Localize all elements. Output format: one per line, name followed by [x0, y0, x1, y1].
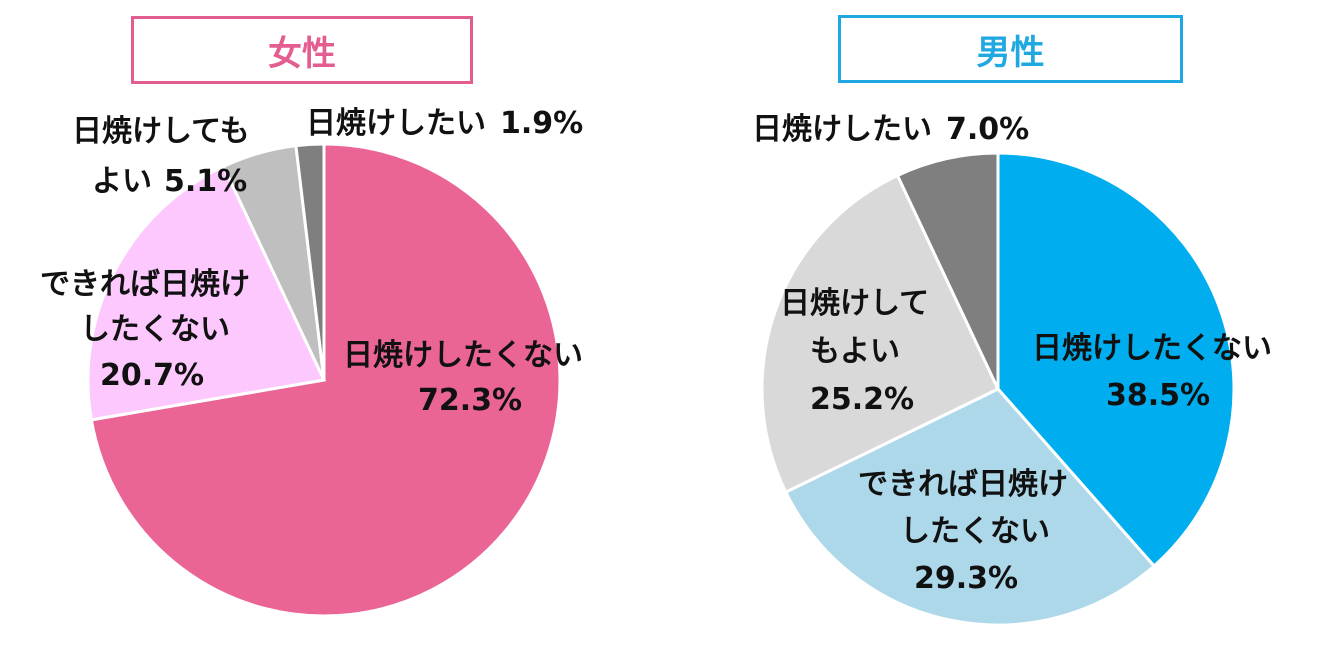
female-slice-1: [86, 164, 327, 422]
male-slice-0: [996, 151, 1236, 569]
female-label-prefer-no-tan-2: したくない: [80, 312, 230, 347]
male-value-no-tan: 38.5%: [1106, 378, 1210, 413]
female-value-no-tan: 72.3%: [418, 383, 522, 418]
female-label-no-tan: 日焼けしたくない: [343, 338, 583, 373]
male-label-prefer-no-tan-2: したくない: [900, 514, 1050, 549]
female-title: 女性: [268, 33, 336, 74]
female-slice-3: [294, 142, 326, 381]
male-value-prefer-no-tan: 29.3%: [914, 561, 1018, 596]
male-slice-3: [895, 151, 1000, 390]
male-pie: [760, 151, 1236, 627]
female-title-box: 女性: [131, 16, 473, 84]
male-label-want-tan: 日焼けしたい 7.0%: [752, 112, 1029, 147]
male-title-box: 男性: [838, 15, 1183, 83]
female-value-prefer-no-tan: 20.7%: [100, 358, 204, 393]
female-slice-0: [89, 142, 562, 618]
female-label-prefer-no-tan: できれば日焼け: [40, 267, 250, 302]
male-value-ok-tan: 25.2%: [810, 382, 914, 417]
male-slice-2: [760, 173, 1000, 495]
male-label-ok-tan: 日焼けして: [780, 286, 929, 321]
male-title: 男性: [976, 32, 1045, 73]
female-pie: [86, 142, 562, 618]
female-label-want-tan: 日焼けしたい 1.9%: [306, 106, 583, 141]
male-label-prefer-no-tan: できれば日焼け: [858, 467, 1068, 502]
female-label-ok-tan: 日焼けしても: [72, 114, 250, 149]
male-label-ok-tan-2: もよい: [810, 334, 900, 369]
female-label-ok-tan-2: よい 5.1%: [92, 164, 247, 199]
male-label-no-tan: 日焼けしたくない: [1032, 331, 1272, 366]
